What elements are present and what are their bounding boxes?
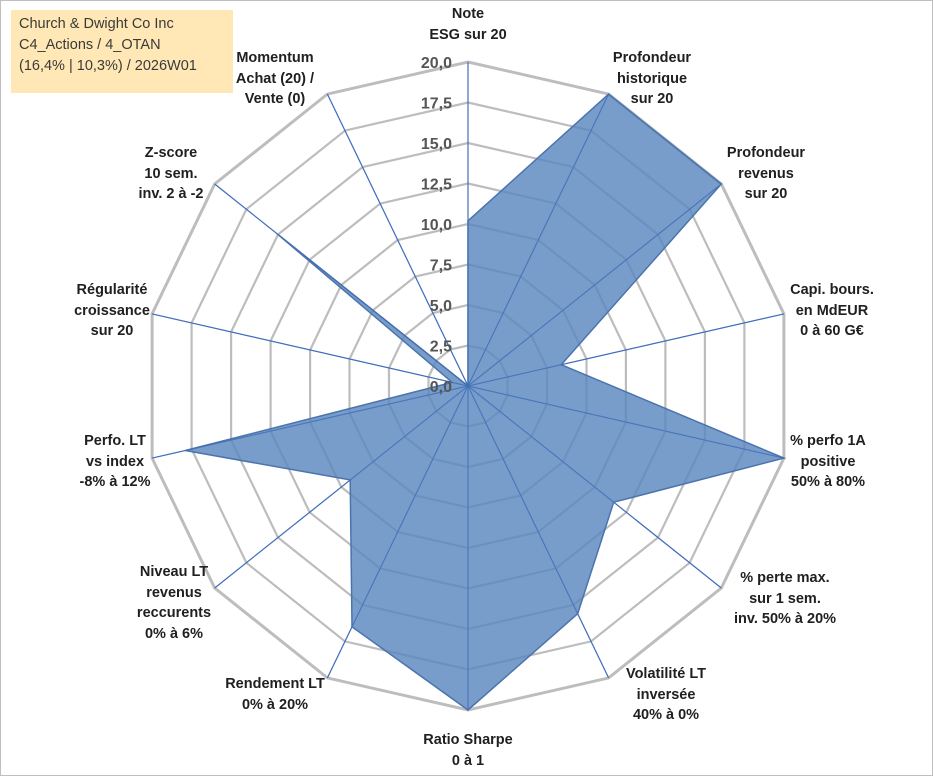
data-point [560, 363, 562, 366]
axis-label-line: ESG sur 20 [429, 26, 507, 43]
axis-label-line: 10 sem. [144, 165, 198, 182]
axis-label-line: Niveau LT [139, 564, 209, 580]
axis-label-line: inv. 50% à 20% [733, 611, 837, 627]
axis-label: Niveau LT revenus reccurents 0% à 6% [137, 562, 211, 644]
axis-label: Capi. bours. en MdEUR 0 à 60 G€ [790, 280, 874, 342]
axis-label-line: revenus [738, 165, 794, 182]
axis-label-line: 0 à 1 [451, 752, 485, 769]
tick-label: 7,5 [430, 258, 452, 275]
title-line-stats: (16,4% | 10,3%) / 2026W01 [19, 58, 197, 74]
axis-label: Régularité croissance sur 20 [74, 280, 150, 342]
axis-label: Profondeur revenus sur 20 [727, 143, 805, 205]
axis-label-line: Rendement LT [225, 676, 325, 692]
axis-label: Z-score 10 sem. inv. 2 à -2 [138, 143, 203, 205]
axis-label-line: sur 20 [90, 323, 134, 339]
axis-label-line: Ratio Sharpe [423, 732, 513, 748]
axis-label: Rendement LT 0% à 20% [225, 674, 325, 715]
title-line-company: Church & Dwight Co Inc [19, 16, 174, 32]
axis-label-line: inv. 2 à -2 [138, 186, 204, 202]
axis-label-line: revenus [146, 584, 202, 601]
data-point [612, 501, 615, 504]
axis-spoke-overlay [326, 385, 469, 679]
tick-label: 20,0 [421, 55, 452, 72]
axis-label: % perfo 1A positive 50% à 80% [790, 431, 866, 493]
data-point [184, 449, 187, 452]
axis-spoke-overlay [214, 183, 469, 387]
data-point [576, 612, 579, 615]
axis-spoke-overlay [151, 313, 469, 387]
tick-label: 12,5 [421, 177, 452, 194]
axis-label-line: Note [451, 6, 485, 22]
radar-series [151, 62, 787, 711]
axis-label-line: historique [616, 70, 688, 87]
tick-label: 2,5 [430, 339, 452, 356]
tick-label: 0,0 [430, 379, 452, 396]
axis-spoke-overlay [151, 385, 469, 459]
axis-label-line: sur 1 sem. [749, 590, 821, 607]
axis-label-line: Vente (0) [244, 91, 306, 107]
axis-label-line: sur 20 [630, 91, 674, 107]
axis-spoke-overlay [326, 93, 469, 387]
data-point [607, 93, 610, 95]
axis-label-line: inversée [636, 686, 696, 703]
axis-spoke-overlay [467, 183, 722, 387]
axis-label-line: Z-score [144, 145, 198, 161]
axis-label-line: positive [800, 453, 856, 470]
tick-label: 17,5 [421, 96, 452, 113]
axis-label: % perte max. sur 1 sem. inv. 50% à 20% [734, 568, 836, 630]
data-point [277, 233, 279, 236]
axis-spoke-overlay [467, 385, 722, 589]
axis-label: Profondeur historique sur 20 [613, 48, 691, 110]
axis-spoke-overlay [467, 93, 610, 387]
data-point [351, 626, 353, 628]
axis-spoke-overlay [467, 313, 785, 387]
axis-label-line: 0% à 6% [144, 625, 204, 642]
axis-label: Momentum Achat (20) / Vente (0) [236, 48, 314, 110]
chart-title-box: Church & Dwight Co Inc C4_Actions / 4_OT… [11, 10, 233, 93]
data-point [783, 457, 785, 459]
data-point [467, 220, 469, 222]
axis-spoke-overlay [467, 385, 610, 679]
axis-label-line: Capi. bours. [790, 282, 874, 298]
data-point [467, 709, 469, 711]
data-point [349, 479, 352, 481]
data-point [451, 381, 454, 384]
tick-label: 15,0 [421, 136, 452, 153]
axis-label-line: Profondeur [726, 145, 806, 161]
title-line-category: C4_Actions / 4_OTAN [19, 37, 161, 53]
axis-label-line: Momentum [236, 50, 314, 66]
axis-spoke-overlay [467, 385, 785, 459]
axis-label-line: % perte max. [740, 570, 830, 586]
axis-label: Perfo. LT vs index -8% à 12% [80, 431, 151, 493]
tick-label: 5,0 [430, 298, 452, 315]
axis-label-line: vs index [85, 453, 145, 470]
axis-label-line: -8% à 12% [79, 474, 151, 490]
tick-label: 10,0 [421, 217, 452, 234]
axis-label-line: croissance [74, 302, 150, 319]
axis-label-line: Volatilité LT [625, 666, 707, 682]
axis-label: Ratio Sharpe 0 à 1 [423, 730, 512, 771]
axis-label: Note ESG sur 20 [429, 4, 506, 45]
axis-label-line: Achat (20) / [235, 70, 315, 87]
data-point [467, 385, 469, 387]
axis-label-line: % perfo 1A [790, 433, 866, 449]
data-point [720, 183, 723, 185]
axis-label-line: Régularité [76, 282, 148, 298]
axis-label-line: 0 à 60 G€ [800, 323, 864, 339]
axis-label-line: en MdEUR [795, 302, 869, 319]
axis-label-line: Perfo. LT [84, 433, 146, 449]
axis-label-line: 50% à 80% [790, 474, 866, 490]
axis-label-line: 40% à 0% [632, 707, 700, 723]
axis-label-line: reccurents [136, 605, 212, 621]
axis-label: Volatilité LT inversée 40% à 0% [626, 664, 706, 726]
axis-spoke-overlay [214, 385, 469, 589]
axis-label-line: Profondeur [612, 50, 692, 66]
axis-label-line: 0% à 20% [241, 696, 309, 713]
axis-label-line: sur 20 [744, 186, 788, 202]
radar-tick-labels: 0,0 2,5 5,0 7,5 10,0 12,5 15,0 17,5 20,0 [421, 55, 452, 396]
